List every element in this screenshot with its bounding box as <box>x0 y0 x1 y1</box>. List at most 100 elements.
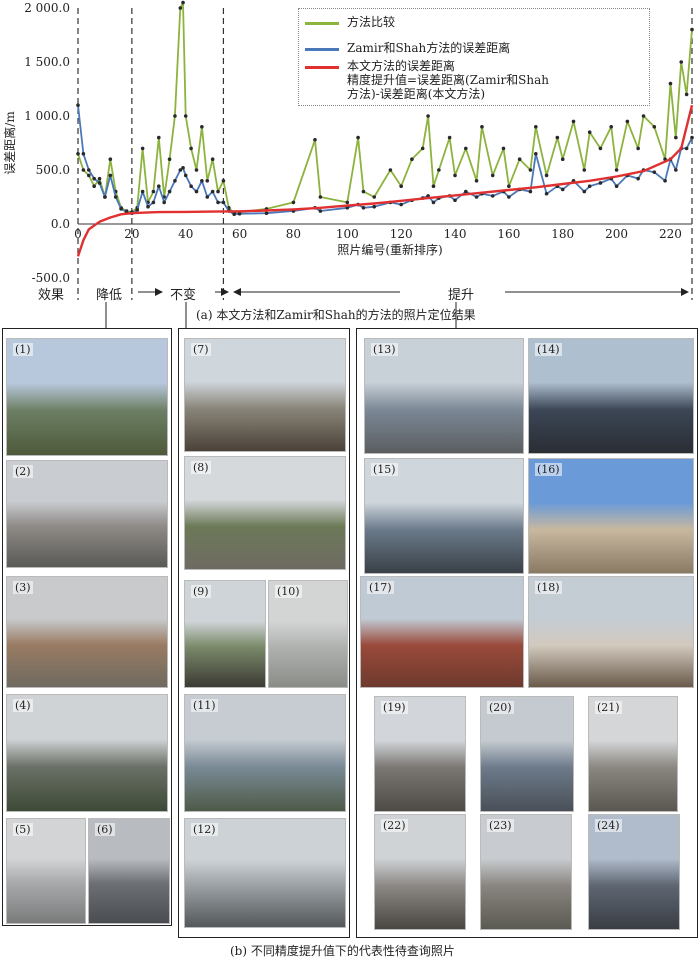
photo-improve: (17) <box>360 576 524 688</box>
photo-number: (6) <box>95 823 115 836</box>
data-point <box>636 146 640 151</box>
legend-item-ours: 本文方法的误差距离 精度提升值=误差距离(Zamir和Shah 方法)-误差距离… <box>305 59 549 101</box>
x-tick-label: 60 <box>232 227 247 241</box>
data-point <box>140 146 145 151</box>
data-point <box>501 146 506 151</box>
legend-item-method-comparison: 方法比较 <box>305 15 395 29</box>
data-point <box>544 191 549 196</box>
photo-number: (1) <box>13 343 33 356</box>
photo-decrease: (6) <box>88 818 170 924</box>
data-point <box>490 194 495 198</box>
data-point <box>81 152 86 156</box>
data-point <box>264 211 269 215</box>
data-point <box>652 170 657 174</box>
y-tick-label: 500.0 <box>36 163 70 177</box>
data-point <box>372 195 377 199</box>
photo-unchanged: (8) <box>184 456 346 570</box>
data-point <box>555 135 560 140</box>
data-point <box>447 135 452 140</box>
caption-a: (a) 本文方法和Zamir和Shah的方法的照片定位结果 <box>196 308 476 322</box>
legend-swatch-green <box>305 22 339 25</box>
data-point <box>674 135 678 140</box>
data-point <box>178 6 183 10</box>
data-point <box>318 209 323 213</box>
photo-improve: (15) <box>364 458 524 574</box>
x-axis-label: 照片编号(重新排序) <box>337 242 442 257</box>
x-tick-label: 200 <box>605 227 628 241</box>
y-axis-label: 误差距离/m <box>2 111 17 175</box>
photo-number: (2) <box>13 465 33 478</box>
chart-legend: 方法比较 Zamir和Shah方法的误差距离 本文方法的误差距离 精度提升值=误… <box>298 8 650 106</box>
data-point <box>318 195 323 199</box>
data-point <box>140 189 145 194</box>
photo-improve: (20) <box>480 696 574 812</box>
photo-improve: (21) <box>588 696 678 812</box>
data-point <box>119 207 123 211</box>
data-point <box>345 200 350 205</box>
data-point <box>663 179 667 183</box>
photo-improve: (24) <box>588 814 680 930</box>
photo-improve: (19) <box>374 696 466 812</box>
data-point <box>76 152 80 156</box>
data-point <box>135 208 140 212</box>
data-point <box>625 119 630 124</box>
photo-unchanged: (11) <box>184 694 346 812</box>
data-point <box>361 189 366 194</box>
photo-number: (10) <box>275 585 302 598</box>
x-tick-label: 100 <box>336 227 359 241</box>
data-point <box>156 184 161 188</box>
y-tick-label: 1 000.0 <box>24 109 70 123</box>
photo-number: (15) <box>371 463 398 476</box>
effect-unchanged-label: 不变 <box>170 288 197 303</box>
data-point <box>690 135 694 140</box>
x-tick-label: 160 <box>497 227 520 241</box>
data-point <box>313 137 317 142</box>
data-point <box>156 135 161 140</box>
data-point <box>221 179 226 183</box>
photo-number: (23) <box>487 819 514 832</box>
legend-formula-line2: 方法)-误差距离(本文方法) <box>347 87 486 101</box>
data-point <box>507 195 511 199</box>
photo-number: (14) <box>535 343 562 356</box>
data-point <box>205 195 210 199</box>
photo-number: (4) <box>13 699 33 712</box>
x-tick-label: 180 <box>551 227 574 241</box>
data-point <box>200 125 204 129</box>
data-point <box>684 92 689 97</box>
data-point <box>420 146 425 151</box>
data-point <box>587 184 592 188</box>
x-tick-label: 120 <box>390 227 413 241</box>
chart-area: 2 000.0 1 500.0 1 000.0 500.0 0.0 -500.0 0 20 40… <box>0 0 700 300</box>
data-point <box>189 146 193 151</box>
data-point <box>194 168 199 172</box>
photo-improve: (14) <box>528 338 694 454</box>
data-point <box>507 184 511 188</box>
photo-number: (22) <box>381 819 408 832</box>
photo-number: (12) <box>191 823 218 836</box>
data-point <box>356 135 360 140</box>
data-point <box>205 179 210 183</box>
data-point <box>345 206 350 210</box>
y-tick-label: 2 000.0 <box>24 1 70 15</box>
data-point <box>200 179 204 183</box>
x-tick-label: 80 <box>286 227 301 241</box>
photo-number: (18) <box>535 581 562 594</box>
data-point <box>210 189 215 194</box>
data-point <box>453 198 457 203</box>
x-tick-label: 20 <box>124 227 139 241</box>
data-point <box>517 157 522 161</box>
photo-unchanged: (12) <box>184 818 346 928</box>
data-point <box>598 146 603 151</box>
data-point <box>237 211 242 216</box>
data-point <box>173 114 177 118</box>
x-tick-label: 0 <box>74 227 82 241</box>
photo-number: (5) <box>13 823 33 836</box>
data-point <box>399 184 403 188</box>
data-point <box>97 176 102 181</box>
data-point <box>437 168 441 172</box>
data-point <box>652 125 657 129</box>
data-point <box>151 189 156 194</box>
data-point <box>361 206 366 210</box>
data-point <box>151 200 156 205</box>
data-point <box>113 195 118 199</box>
